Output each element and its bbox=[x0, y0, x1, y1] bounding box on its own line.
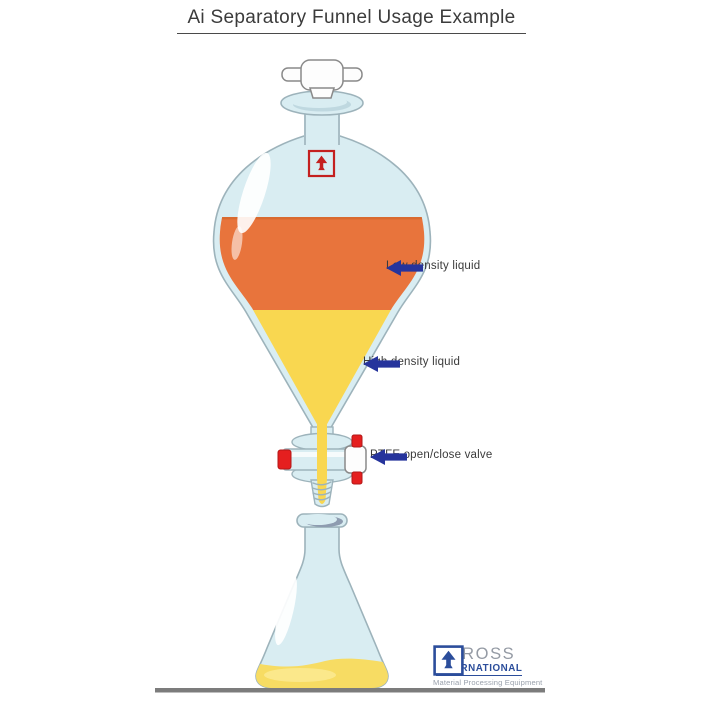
stopper-base bbox=[308, 87, 336, 99]
tip-threads bbox=[311, 481, 333, 501]
glass-highlight bbox=[231, 226, 243, 260]
valve-red-cap-left bbox=[277, 449, 292, 470]
liquid-top-edge bbox=[219, 217, 425, 220]
flask-highlight bbox=[275, 574, 297, 646]
page-title: Ai Separatory Funnel Usage Example bbox=[177, 7, 526, 34]
company-logo: ACROSS INTERNATIONAL Material Processing… bbox=[433, 645, 551, 687]
liquid-highlight bbox=[264, 668, 336, 682]
erlenmeyer-flask bbox=[255, 513, 389, 689]
logo-up-arrow-icon bbox=[433, 645, 464, 676]
title-row: Ai Separatory Funnel Usage Example bbox=[0, 7, 703, 34]
valve-knob bbox=[344, 445, 367, 474]
logo-tagline: Material Processing Equipment bbox=[433, 678, 543, 687]
valve-red-clip-top bbox=[351, 434, 363, 448]
glass-highlight bbox=[237, 152, 271, 234]
arrow-left-icon bbox=[363, 356, 400, 372]
low-density-liquid-layer bbox=[219, 217, 425, 310]
separatory-funnel bbox=[212, 59, 432, 432]
flask-mouth bbox=[299, 514, 337, 525]
brand-mark-icon bbox=[307, 149, 336, 178]
callout-low-density: Low density liquid bbox=[386, 260, 480, 276]
ptfe-valve bbox=[277, 421, 367, 508]
valve-red-clip-bottom bbox=[351, 471, 363, 485]
stopper bbox=[281, 59, 363, 99]
stopper-knob bbox=[300, 59, 344, 91]
liquid-stream bbox=[317, 421, 327, 504]
high-density-liquid-layer bbox=[219, 310, 425, 426]
flange-face bbox=[291, 96, 347, 108]
bench-line bbox=[155, 688, 545, 693]
callout-high-density: High density liquid bbox=[363, 356, 460, 372]
arrow-left-icon bbox=[370, 449, 407, 465]
callout-valve: PTFE open/close valve bbox=[370, 449, 492, 465]
arrow-left-icon bbox=[386, 260, 423, 276]
logo-name-bottom: INTERNATIONAL bbox=[436, 663, 523, 676]
